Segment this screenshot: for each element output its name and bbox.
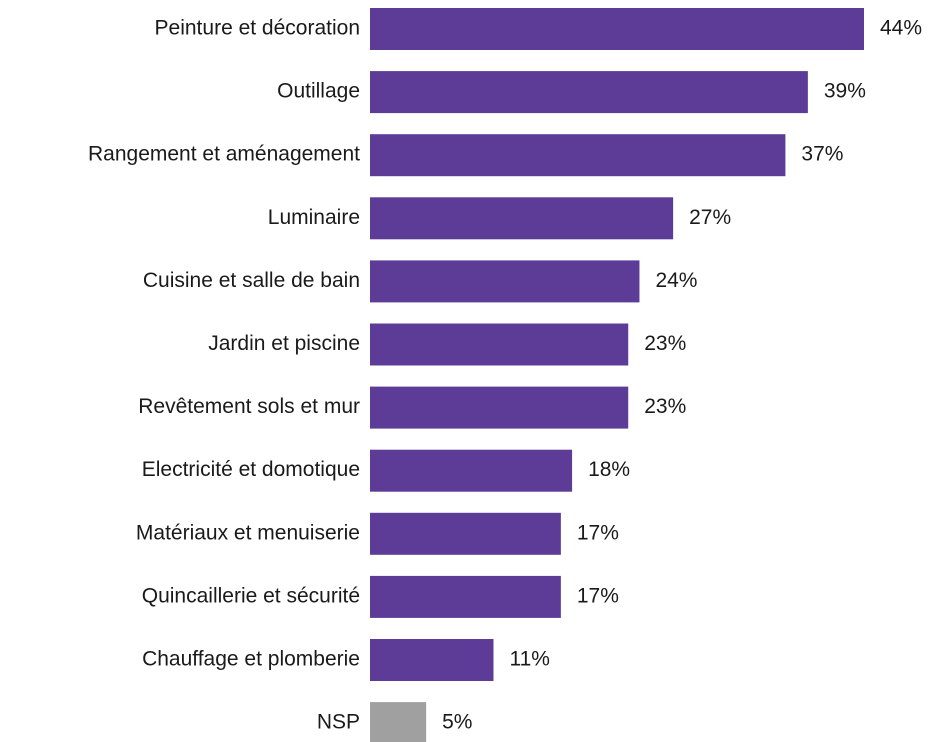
bar (370, 134, 786, 177)
category-label: Peinture et décoration (155, 17, 360, 40)
data-label: 18% (588, 458, 630, 481)
category-label: Quincaillerie et sécurité (142, 584, 360, 607)
bar (370, 8, 864, 50)
bar (370, 260, 640, 303)
data-label: 5% (442, 711, 472, 734)
category-label: Cuisine et salle de bain (143, 269, 360, 292)
bar (370, 323, 629, 366)
category-label: Luminaire (268, 206, 360, 229)
bar (370, 639, 494, 681)
data-label: 39% (824, 80, 866, 103)
category-label: Jardin et piscine (208, 332, 360, 355)
bar (370, 575, 561, 618)
data-label: 23% (644, 332, 686, 355)
category-label: Rangement et aménagement (88, 143, 360, 166)
data-label: 17% (577, 584, 619, 607)
category-label: Outillage (277, 80, 360, 103)
data-label: 11% (510, 648, 550, 671)
bar (370, 702, 427, 742)
category-label: Revêtement sols et mur (138, 395, 360, 418)
bar (370, 449, 573, 492)
bar (370, 197, 674, 240)
bar (370, 386, 629, 429)
data-label: 17% (577, 521, 619, 544)
data-label: 23% (644, 395, 686, 418)
bar (370, 512, 561, 555)
bar (370, 71, 808, 114)
category-label: Matériaux et menuiserie (136, 521, 360, 544)
data-label: 44% (880, 17, 922, 40)
category-label: Electricité et domotique (142, 458, 360, 481)
data-label: 37% (801, 143, 843, 166)
category-label: NSP (317, 711, 360, 734)
data-label: 27% (689, 206, 731, 229)
category-label: Chauffage et plomberie (142, 648, 360, 671)
data-label: 24% (655, 269, 697, 292)
